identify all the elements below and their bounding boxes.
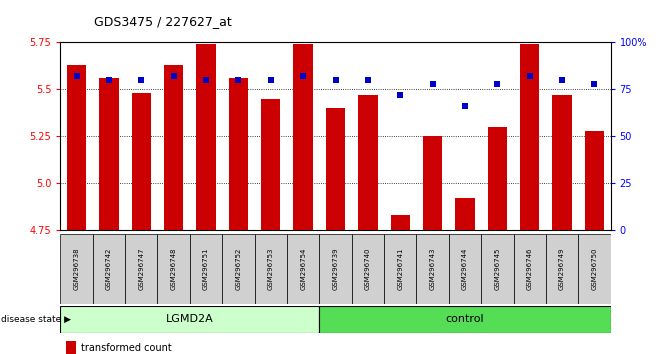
Text: GSM296740: GSM296740 [365,248,371,290]
Text: GSM296745: GSM296745 [495,248,501,290]
Text: GSM296753: GSM296753 [268,248,274,290]
Bar [513,234,546,304]
Bar [222,234,254,304]
Text: GSM296754: GSM296754 [300,248,306,290]
Point [362,77,373,83]
Bar [391,215,410,230]
Bar [449,234,481,304]
Text: GSM296749: GSM296749 [559,248,565,290]
Bar [164,65,183,230]
Text: control: control [446,314,484,325]
Text: GSM296738: GSM296738 [74,248,80,290]
Bar [481,234,513,304]
Point [427,81,438,87]
Bar [254,234,287,304]
Text: GSM296743: GSM296743 [429,248,435,290]
Point [103,77,114,83]
Bar [132,93,151,230]
Bar [197,44,216,230]
Bar [546,234,578,304]
Text: GSM296746: GSM296746 [527,248,533,290]
Point [395,92,405,98]
Text: GSM296751: GSM296751 [203,248,209,290]
Bar [384,234,417,304]
Point [330,77,341,83]
Bar [67,65,87,230]
Bar [99,78,119,230]
Text: GSM296747: GSM296747 [138,248,144,290]
Bar [60,234,93,304]
Point [233,77,244,83]
Text: GDS3475 / 227627_at: GDS3475 / 227627_at [94,15,231,28]
Text: GSM296750: GSM296750 [591,248,597,290]
Bar [93,234,125,304]
Point [201,77,211,83]
Text: GSM296744: GSM296744 [462,248,468,290]
Bar [358,95,378,230]
Point [557,77,568,83]
Bar [488,127,507,230]
Text: GSM296748: GSM296748 [170,248,176,290]
Bar [190,234,222,304]
Point [71,73,82,79]
Bar [584,131,604,230]
Point [298,73,309,79]
Point [136,77,147,83]
Text: transformed count: transformed count [81,343,172,353]
Point [168,73,179,79]
Point [492,81,503,87]
Text: GSM296741: GSM296741 [397,248,403,290]
Bar [60,306,319,333]
Text: GSM296752: GSM296752 [236,248,242,290]
Bar [229,78,248,230]
Point [460,103,470,109]
Bar [326,108,345,230]
Point [589,81,600,87]
Bar [125,234,158,304]
Bar [261,99,280,230]
Point [524,73,535,79]
Bar [417,234,449,304]
Bar [520,44,539,230]
Bar [66,341,76,354]
Bar [319,234,352,304]
Bar [352,234,384,304]
Bar [455,198,474,230]
Bar [158,234,190,304]
Text: GSM296742: GSM296742 [106,248,112,290]
Point [266,77,276,83]
Text: GSM296739: GSM296739 [333,248,338,290]
Text: LGMD2A: LGMD2A [166,314,214,325]
Bar [578,234,611,304]
Bar [287,234,319,304]
Bar [423,136,442,230]
Text: disease state ▶: disease state ▶ [1,315,70,324]
Bar [293,44,313,230]
Bar [319,306,611,333]
Bar [552,95,572,230]
